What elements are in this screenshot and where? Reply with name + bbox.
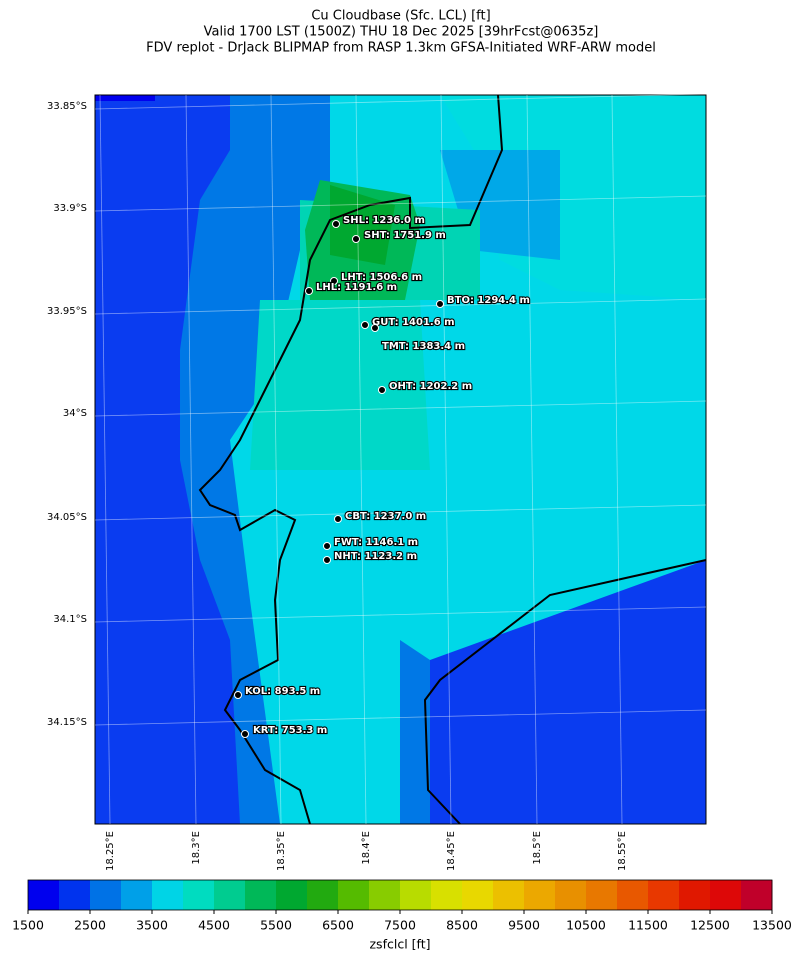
station-label: KRT: 753.3 m bbox=[253, 725, 327, 736]
station-label: TMT: 1383.4 m bbox=[382, 341, 465, 352]
colorbar-segment bbox=[90, 880, 122, 910]
station-label: BTO: 1294.4 m bbox=[447, 295, 530, 306]
lon-label: 18.3°E bbox=[191, 831, 202, 865]
colorbar-segment bbox=[152, 880, 184, 910]
colorbar-tick-label: 10500 bbox=[566, 918, 606, 933]
lon-label: 18.4°E bbox=[361, 831, 372, 865]
colorbar-segment bbox=[369, 880, 401, 910]
station-marker bbox=[371, 324, 379, 332]
lon-label: 18.35°E bbox=[276, 831, 287, 871]
colorbar-tick-label: 3500 bbox=[136, 918, 168, 933]
chart-title: FDV replot - DrJack BLIPMAP from RASP 1.… bbox=[146, 41, 656, 56]
station-marker bbox=[323, 556, 331, 564]
colorbar-segment bbox=[679, 880, 711, 910]
colorbar-tick-label: 6500 bbox=[322, 918, 354, 933]
colorbar-segment bbox=[555, 880, 587, 910]
colorbar-segment bbox=[214, 880, 246, 910]
colorbar-segment bbox=[338, 880, 370, 910]
grid-line bbox=[94, 93, 707, 110]
station-marker bbox=[378, 386, 386, 394]
station-label: SHT: 1751.9 m bbox=[364, 230, 446, 241]
station-label: CBT: 1237.0 m bbox=[345, 511, 426, 522]
station-label: OHT: 1202.2 m bbox=[389, 381, 472, 392]
colorbar-segment bbox=[431, 880, 463, 910]
colorbar-segment bbox=[276, 880, 308, 910]
grid-line bbox=[440, 94, 452, 825]
colorbar-tick-label: 2500 bbox=[74, 918, 106, 933]
colorbar-tick-label: 1500 bbox=[12, 918, 44, 933]
grid-line bbox=[94, 709, 707, 726]
colorbar-segment bbox=[121, 880, 153, 910]
grid-line bbox=[270, 94, 282, 825]
colorbar-segment bbox=[524, 880, 556, 910]
station-label: FWT: 1146.1 m bbox=[334, 537, 418, 548]
lat-label: 33.9°S bbox=[53, 203, 87, 214]
colorbar-segment bbox=[462, 880, 494, 910]
lon-label: 18.55°E bbox=[617, 831, 628, 871]
station-label: KOL: 893.5 m bbox=[245, 686, 320, 697]
station-marker bbox=[352, 235, 360, 243]
station-marker bbox=[334, 515, 342, 523]
station-marker bbox=[241, 730, 249, 738]
grid-line bbox=[185, 94, 197, 825]
station-marker bbox=[332, 220, 340, 228]
station-marker bbox=[436, 300, 444, 308]
station-label: GUT: 1401.6 m bbox=[372, 317, 455, 328]
map bbox=[94, 94, 707, 825]
station-marker bbox=[234, 691, 242, 699]
colorbar-tick-label: 9500 bbox=[508, 918, 540, 933]
colorbar-segment bbox=[493, 880, 525, 910]
grid-line bbox=[94, 195, 707, 212]
colorbar-segment bbox=[648, 880, 680, 910]
station-label: LHT: 1506.6 m bbox=[341, 272, 422, 283]
colorbar-tick-label: 5500 bbox=[260, 918, 292, 933]
grid-line bbox=[526, 94, 538, 825]
colorbar-tick-label: 4500 bbox=[198, 918, 230, 933]
grid-line bbox=[94, 504, 707, 521]
lon-label: 18.25°E bbox=[105, 831, 116, 871]
colorbar-tick-label: 12500 bbox=[690, 918, 730, 933]
lat-label: 34.1°S bbox=[53, 614, 87, 625]
colorbar-segment bbox=[307, 880, 339, 910]
colorbar-segment bbox=[586, 880, 618, 910]
station-label: SHL: 1236.0 m bbox=[343, 215, 425, 226]
colorbar-segment bbox=[400, 880, 432, 910]
station-marker bbox=[361, 321, 369, 329]
grid-line bbox=[94, 298, 707, 315]
colorbar-segment bbox=[617, 880, 649, 910]
station-marker bbox=[323, 542, 331, 550]
chart-title: Valid 1700 LST (1500Z) THU 18 Dec 2025 [… bbox=[204, 25, 599, 40]
station-marker bbox=[330, 277, 338, 285]
colorbar-segment bbox=[28, 880, 60, 910]
grid-line bbox=[94, 606, 707, 623]
colorbar-segment bbox=[59, 880, 91, 910]
chart-title: Cu Cloudbase (Sfc. LCL) [ft] bbox=[311, 9, 490, 24]
grid-line bbox=[611, 94, 623, 825]
station-label: NHT: 1123.2 m bbox=[334, 551, 417, 562]
colorbar-label: zsfclcl [ft] bbox=[370, 937, 431, 952]
colorbar-tick-label: 8500 bbox=[446, 918, 478, 933]
colorbar-tick-label: 13500 bbox=[752, 918, 792, 933]
colorbar: 1500 2500 3500 4500 5500 6500 7500 8500 9500 1050… bbox=[12, 879, 792, 952]
lat-label: 34.05°S bbox=[47, 512, 87, 523]
lon-label: 18.5°E bbox=[532, 831, 543, 865]
grid-line bbox=[355, 94, 367, 825]
grid-line bbox=[94, 400, 707, 417]
station-marker bbox=[305, 287, 313, 295]
lon-label: 18.45°E bbox=[446, 831, 457, 871]
lat-label: 33.85°S bbox=[47, 101, 87, 112]
lat-label: 33.95°S bbox=[47, 306, 87, 317]
colorbar-segment bbox=[245, 880, 277, 910]
lat-label: 34.15°S bbox=[47, 717, 87, 728]
colorbar-segment bbox=[710, 880, 742, 910]
colorbar-tick-label: 7500 bbox=[384, 918, 416, 933]
grid-line bbox=[99, 94, 111, 825]
lat-label: 34°S bbox=[63, 408, 87, 419]
colorbar-tick-label: 11500 bbox=[628, 918, 668, 933]
colorbar-segment bbox=[741, 880, 773, 910]
station-label: LHL: 1191.6 m bbox=[316, 282, 397, 293]
colorbar-segment bbox=[183, 880, 215, 910]
